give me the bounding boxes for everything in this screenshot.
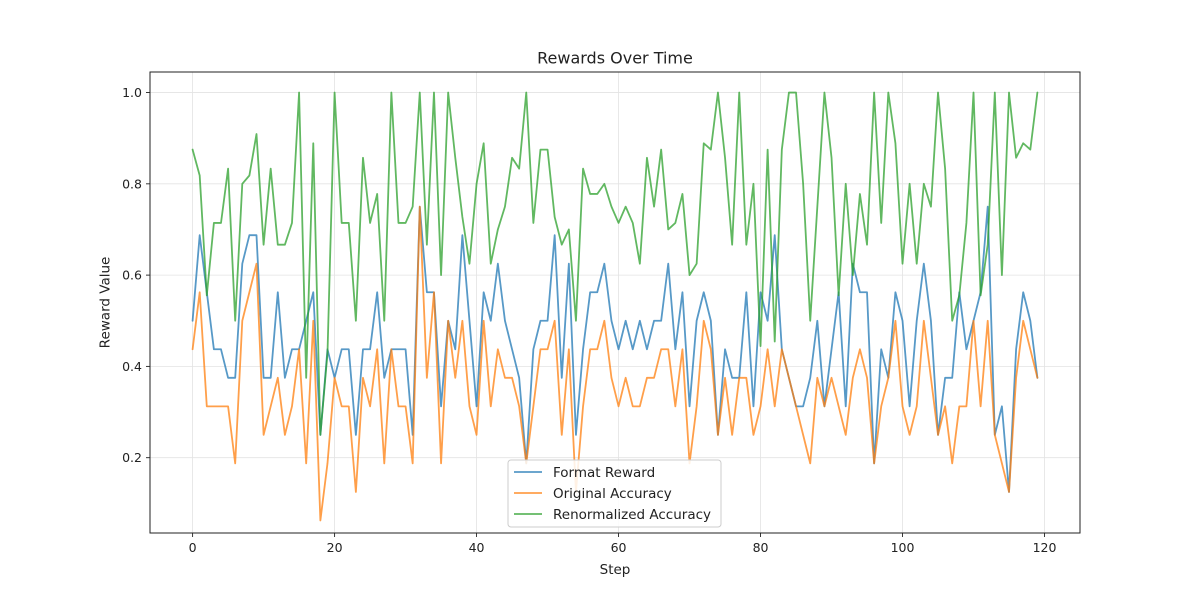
x-tick-label: 40 — [469, 540, 485, 555]
y-tick-label: 1.0 — [122, 85, 142, 100]
series-line-original-accuracy — [191, 205, 1039, 522]
x-axis-label: Step — [600, 562, 631, 578]
series-line-format-reward — [191, 205, 1039, 493]
y-tick-label: 0.6 — [122, 268, 142, 283]
legend-label-original-accuracy: Original Accuracy — [553, 486, 672, 502]
y-tick-label: 0.8 — [122, 176, 142, 191]
legend-label-format-reward: Format Reward — [553, 465, 655, 481]
legend-label-renormalized-accuracy: Renormalized Accuracy — [553, 507, 711, 523]
plot-frame — [149, 71, 1081, 534]
y-tick-label: 0.2 — [122, 450, 142, 465]
x-tick-label: 0 — [189, 540, 197, 555]
x-tick-label: 100 — [891, 540, 915, 555]
x-tick-label: 120 — [1033, 540, 1057, 555]
y-axis-label: Reward Value — [98, 257, 114, 349]
x-tick-label: 20 — [327, 540, 343, 555]
series-lines — [191, 91, 1039, 522]
legend-frame — [507, 459, 722, 528]
legend: Format Reward Original Accuracy Renormaliz… — [507, 459, 722, 528]
axis-ticks: 0 20 40 60 80 100 120 0.2 0.4 0.6 0.8 1.0 — [122, 85, 1056, 555]
chart-title: Rewards Over Time — [537, 49, 693, 68]
x-tick-label: 60 — [611, 540, 627, 555]
y-tick-label: 0.4 — [122, 359, 142, 374]
series-line-renormalized-accuracy — [191, 91, 1039, 436]
x-tick-label: 80 — [753, 540, 769, 555]
